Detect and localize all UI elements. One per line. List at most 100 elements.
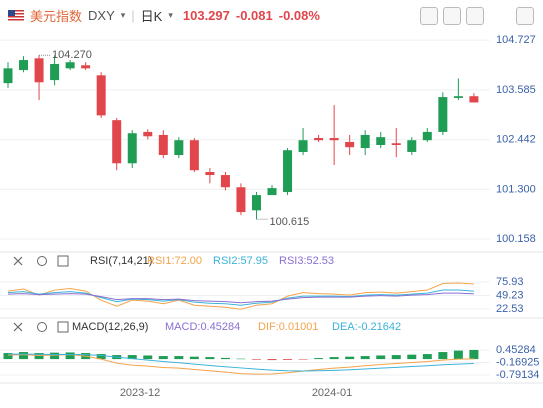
histogram-bar	[189, 356, 199, 360]
line	[7, 282, 474, 310]
histogram-bar	[422, 354, 432, 360]
macd-settings[interactable]	[37, 322, 47, 332]
histogram-bar	[283, 359, 293, 360]
histogram-bar	[205, 357, 215, 360]
histogram-bar	[360, 356, 370, 360]
candle-body	[407, 140, 417, 152]
candle-body	[158, 134, 168, 156]
dropdown[interactable]: ▾	[120, 9, 126, 20]
histogram-bar	[34, 353, 44, 360]
flag	[8, 9, 24, 21]
y-tick-label: 100.158	[496, 233, 536, 245]
histogram-bar	[3, 353, 13, 360]
y-tick-label: 49.23	[496, 289, 524, 301]
candle-body	[81, 65, 91, 69]
legend-entry: DEA:-0.21642	[332, 321, 401, 333]
rsi-settings[interactable]	[37, 256, 47, 266]
candle-body	[438, 97, 448, 132]
histogram-bar	[174, 356, 184, 360]
annotation: 104.270	[52, 49, 92, 61]
price: 103.297	[182, 7, 230, 23]
y-tick-label: -0.79134	[496, 369, 539, 381]
candle-body	[360, 134, 370, 149]
histogram-bar	[407, 354, 417, 360]
histogram-bar	[329, 357, 339, 360]
candle-body	[34, 58, 44, 83]
y-tick-label: 75.93	[496, 276, 524, 288]
histogram-bar	[19, 352, 29, 360]
candle-body	[189, 140, 199, 171]
panel-title: RSI(7,14,21)	[90, 255, 152, 267]
legend-entry: DIF:0.01001	[258, 321, 319, 333]
y-tick-label: 102.442	[496, 134, 536, 146]
y-tick-label: 0.45284	[496, 344, 536, 356]
histogram-bar	[236, 358, 246, 360]
divider: |	[131, 7, 135, 23]
legend-entry: RSI1:72.00	[147, 255, 202, 267]
candle-body	[391, 143, 401, 145]
candle-body	[50, 63, 60, 81]
candle-body	[314, 138, 324, 141]
line	[7, 292, 474, 304]
candle-body	[65, 62, 75, 69]
y-tick-label: 22.53	[496, 303, 524, 315]
candle-body	[3, 68, 13, 84]
macd-toggle[interactable]	[57, 321, 69, 333]
line	[8, 353, 474, 372]
rsi-toggle[interactable]	[57, 255, 69, 267]
histogram-bar	[391, 355, 401, 360]
candle-body	[174, 140, 184, 156]
candle-body	[143, 131, 153, 137]
y-tick-label: 104.727	[496, 34, 536, 46]
fullscreen-button[interactable]	[516, 7, 534, 25]
candle-body	[112, 120, 122, 164]
histogram-bar	[267, 359, 277, 361]
line	[7, 289, 474, 306]
candle-body	[453, 96, 463, 98]
histogram-bar	[298, 359, 308, 360]
legend-entry: RSI2:57.95	[213, 255, 268, 267]
y-tick-label: 103.585	[496, 84, 536, 96]
histogram-bar	[220, 357, 230, 360]
histogram-bar	[65, 352, 75, 360]
histogram-bar	[96, 354, 106, 360]
candle-body	[19, 60, 29, 71]
indicator-button[interactable]	[420, 7, 438, 25]
candle-body	[329, 138, 339, 141]
draw-button[interactable]	[443, 7, 461, 25]
change-pct: -0.08%	[278, 7, 320, 23]
histogram-bar	[376, 355, 386, 360]
histogram-bar	[127, 355, 137, 360]
candle-body	[469, 96, 479, 103]
rsi-collapse[interactable]	[13, 256, 23, 266]
type-button[interactable]	[466, 7, 484, 25]
histogram-bar	[251, 359, 261, 360]
macd-collapse[interactable]	[13, 322, 23, 332]
candle-body	[205, 172, 215, 176]
annotation: 100.615	[269, 216, 309, 228]
candle-body	[267, 188, 277, 196]
x-tick-label: 2024-01	[312, 387, 352, 399]
symbol-code[interactable]: DXY	[88, 7, 115, 23]
candle-body	[422, 131, 432, 141]
histogram-bar	[453, 350, 463, 360]
period[interactable]: 日K	[140, 8, 163, 24]
y-tick-label: -0.16925	[496, 356, 539, 368]
symbol-name[interactable]: 美元指数	[30, 8, 83, 24]
candle-body	[251, 195, 261, 211]
x-tick-label: 2023-12	[120, 387, 160, 399]
candle-body	[345, 141, 355, 148]
dropdown[interactable]: ▾	[168, 9, 173, 20]
candle-body	[376, 137, 386, 145]
legend-entry: RSI3:52.53	[279, 255, 334, 267]
change: -0.081	[235, 7, 273, 23]
panel-title: MACD(12,26,9)	[72, 321, 148, 333]
candle-body	[220, 175, 230, 188]
legend-entry: MACD:0.45284	[165, 321, 240, 333]
y-tick-label: 101.300	[496, 183, 536, 195]
candle-body	[127, 133, 137, 164]
histogram-bar	[469, 349, 479, 360]
histogram-bar	[158, 356, 168, 360]
